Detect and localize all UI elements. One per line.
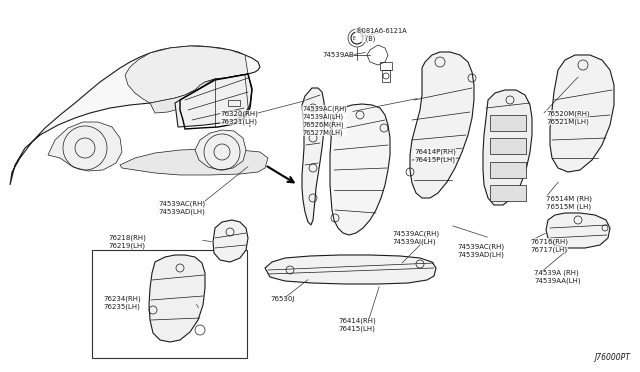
Text: 74539AC(RH)
74539AD(LH): 74539AC(RH) 74539AD(LH)	[457, 243, 504, 257]
Bar	[228, 100, 240, 106]
Text: 74539A (RH)
74539AA(LH): 74539A (RH) 74539AA(LH)	[534, 270, 580, 285]
Polygon shape	[330, 104, 390, 235]
Text: B: B	[352, 35, 356, 41]
Polygon shape	[120, 149, 268, 175]
Text: 76514M (RH)
76515M (LH): 76514M (RH) 76515M (LH)	[546, 195, 592, 209]
Polygon shape	[213, 220, 248, 262]
Bar	[490, 115, 526, 131]
Polygon shape	[195, 130, 246, 170]
Polygon shape	[150, 79, 215, 113]
Text: 76234(RH)
76235(LH): 76234(RH) 76235(LH)	[103, 296, 141, 311]
Text: 76414(RH)
76415(LH): 76414(RH) 76415(LH)	[338, 318, 376, 333]
Text: 76414P(RH)
76415P(LH): 76414P(RH) 76415P(LH)	[414, 148, 456, 163]
Polygon shape	[546, 213, 610, 248]
Polygon shape	[48, 122, 122, 171]
Bar	[490, 138, 526, 154]
Text: 76320(RH)
76321(LH): 76320(RH) 76321(LH)	[220, 110, 258, 125]
Text: 74539AC(RH)
74539AI(LH)
76526M(RH)
76527M(LH): 74539AC(RH) 74539AI(LH) 76526M(RH) 76527…	[302, 105, 347, 135]
Text: ®081A6-6121A
     (B): ®081A6-6121A (B)	[355, 28, 406, 42]
Polygon shape	[410, 52, 474, 198]
Bar	[490, 162, 526, 178]
Bar	[92, 250, 247, 358]
Polygon shape	[550, 55, 614, 172]
Polygon shape	[265, 255, 436, 284]
Polygon shape	[302, 88, 325, 225]
Polygon shape	[483, 90, 532, 205]
Bar	[380, 62, 392, 70]
Bar	[490, 185, 526, 201]
Text: 76218(RH)
76219(LH): 76218(RH) 76219(LH)	[108, 234, 146, 248]
Text: 76716(RH)
76717(LH): 76716(RH) 76717(LH)	[530, 238, 568, 253]
Bar	[228, 110, 240, 115]
Text: 76530J: 76530J	[270, 296, 294, 302]
Text: 76520M(RH)
76521M(LH): 76520M(RH) 76521M(LH)	[546, 110, 589, 125]
Polygon shape	[212, 74, 250, 110]
Text: 74539AB: 74539AB	[322, 52, 354, 58]
Polygon shape	[10, 46, 260, 185]
Text: 74539AC(RH)
74539AD(LH): 74539AC(RH) 74539AD(LH)	[158, 200, 205, 215]
Polygon shape	[175, 74, 252, 127]
Polygon shape	[149, 255, 205, 342]
Polygon shape	[125, 46, 248, 103]
Text: 74539AC(RH)
74539AI(LH): 74539AC(RH) 74539AI(LH)	[392, 230, 439, 244]
Text: J76000PT: J76000PT	[594, 353, 630, 362]
Bar	[382, 70, 390, 82]
